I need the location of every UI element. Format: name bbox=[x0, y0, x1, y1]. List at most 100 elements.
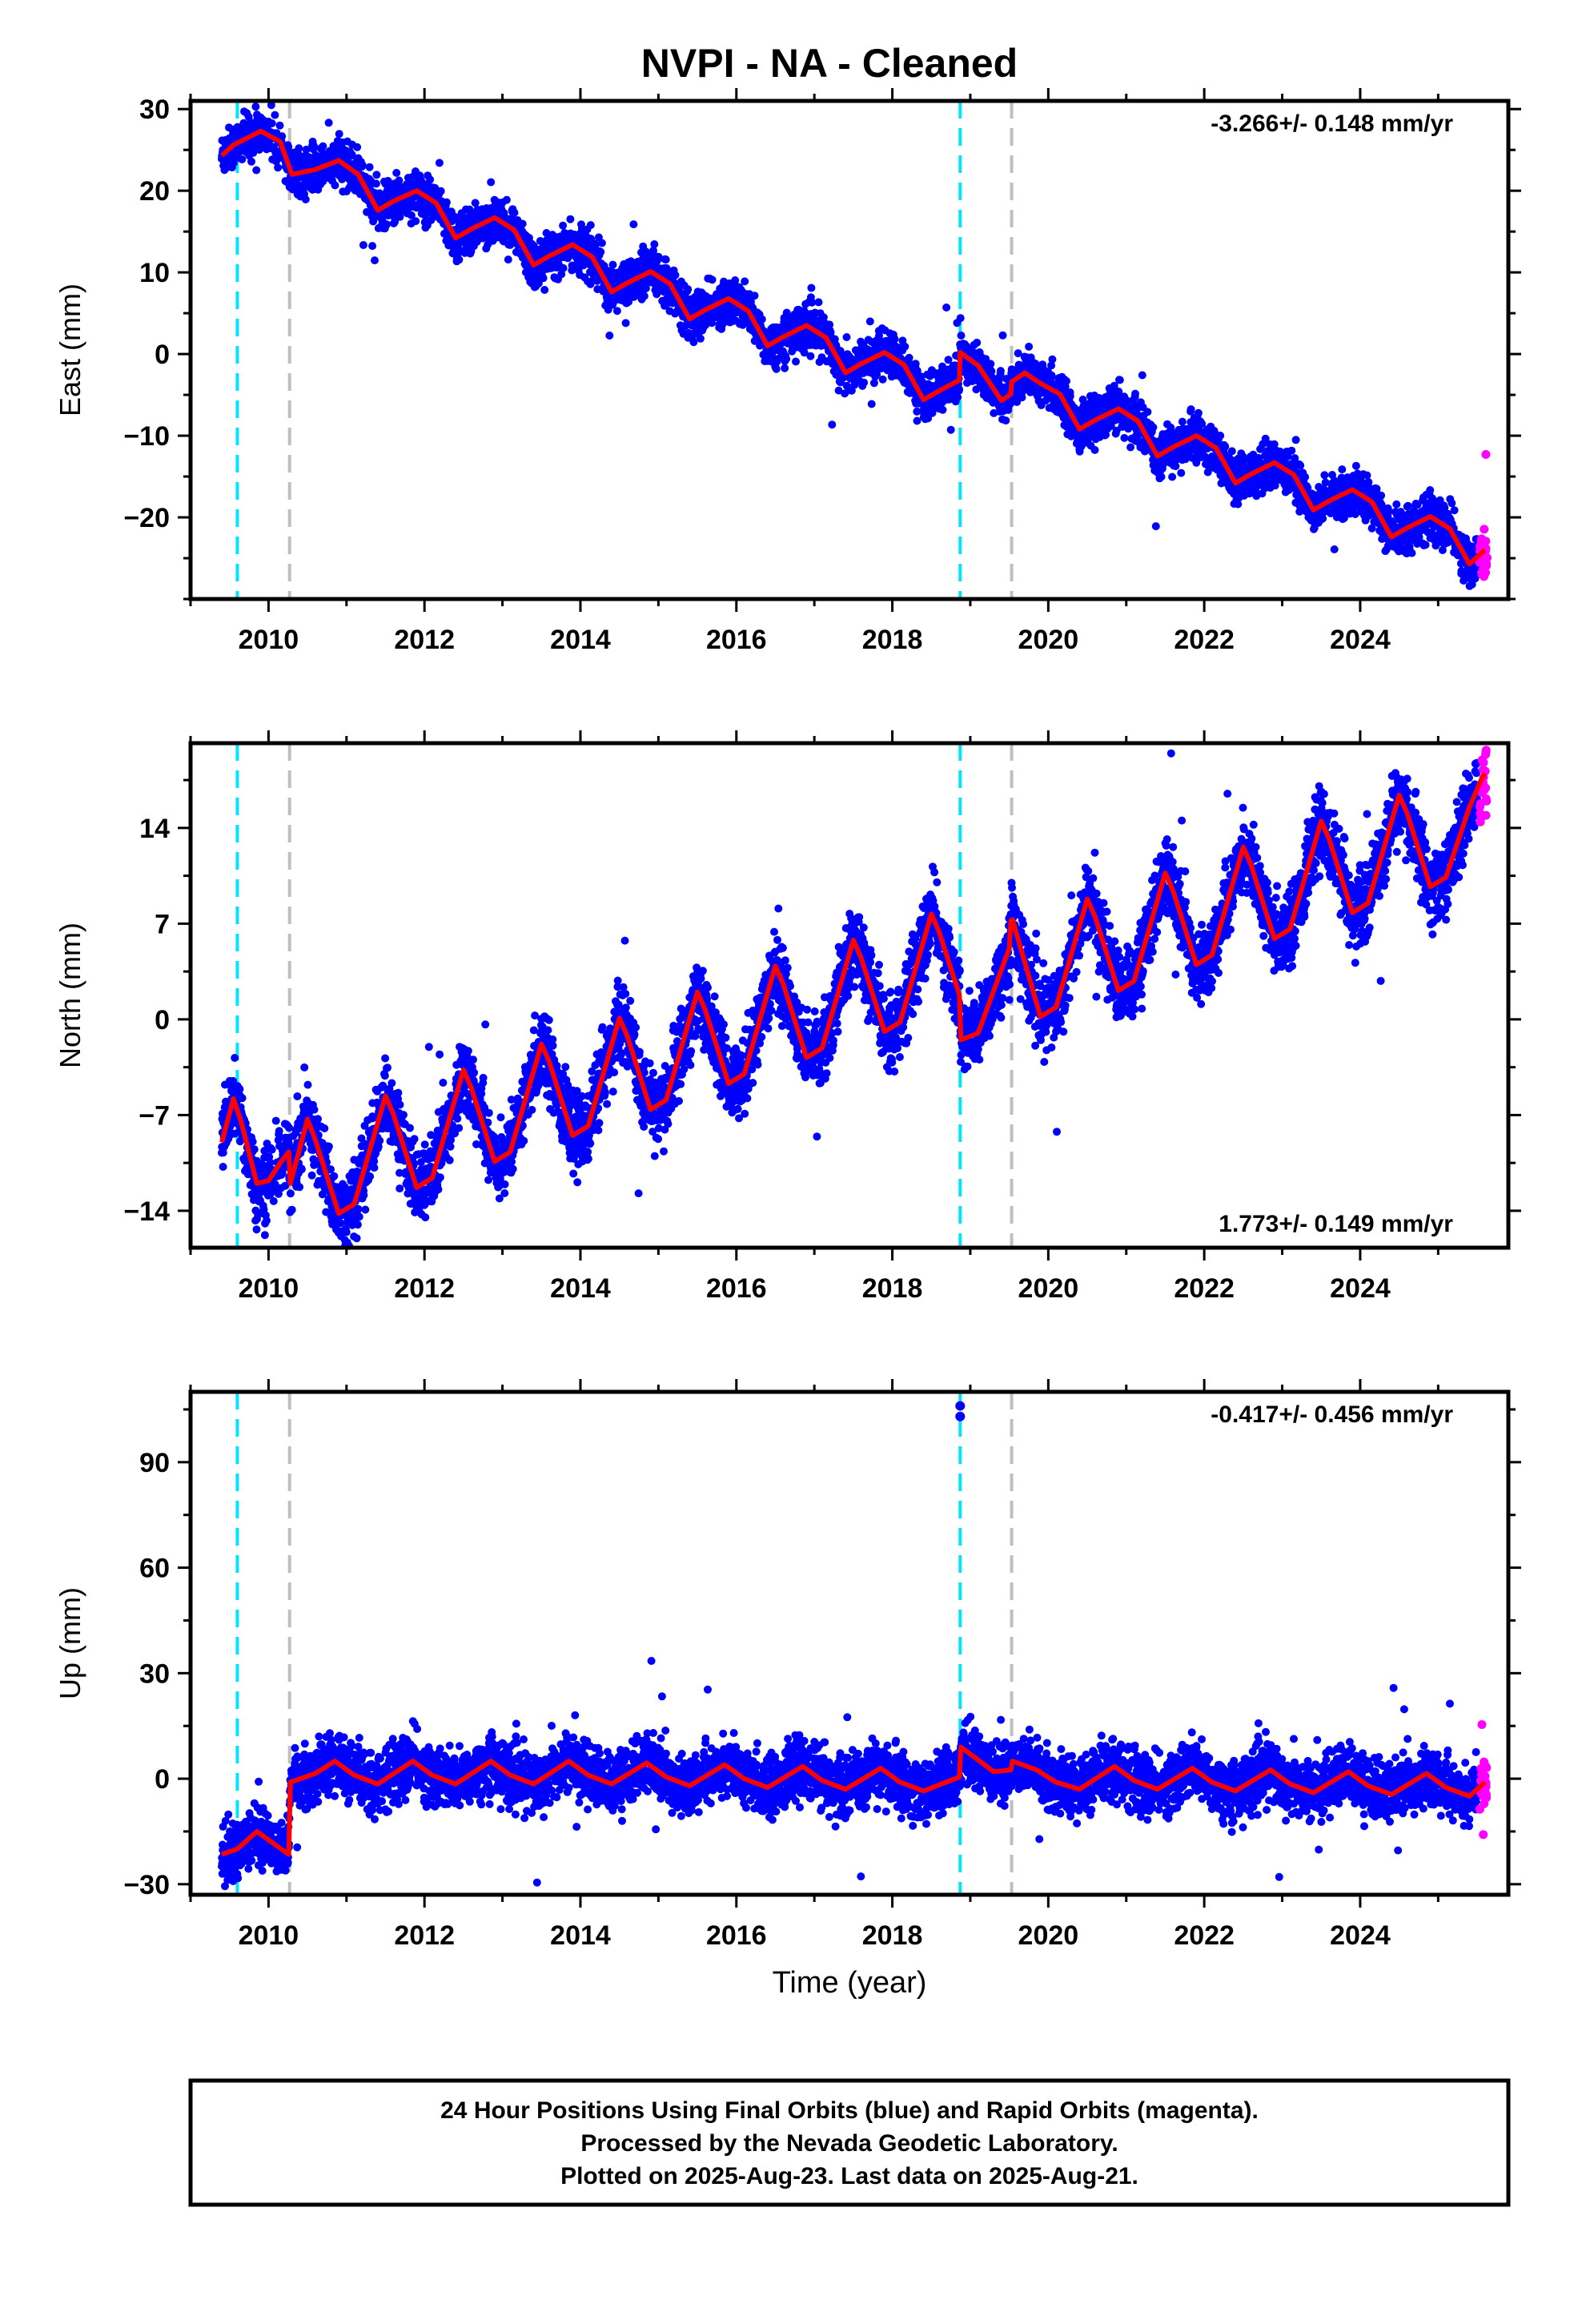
data-point bbox=[251, 103, 260, 111]
data-point bbox=[1120, 433, 1129, 442]
data-point bbox=[731, 276, 740, 284]
data-point bbox=[608, 260, 617, 269]
data-point bbox=[331, 181, 339, 190]
data-point bbox=[911, 360, 920, 368]
data-point bbox=[987, 367, 996, 376]
data-point bbox=[901, 342, 909, 351]
data-point bbox=[597, 239, 606, 247]
data-point bbox=[996, 367, 1005, 376]
data-point bbox=[955, 385, 964, 394]
data-point bbox=[814, 298, 823, 307]
data-point bbox=[878, 375, 887, 384]
data-point bbox=[1287, 446, 1296, 455]
data-point bbox=[596, 247, 605, 256]
data-point bbox=[1221, 442, 1230, 451]
data-point bbox=[301, 195, 310, 203]
data-point bbox=[842, 333, 851, 341]
data-point bbox=[359, 241, 367, 249]
data-point bbox=[1151, 522, 1160, 531]
data-point bbox=[860, 378, 869, 387]
data-point bbox=[365, 163, 374, 171]
data-point bbox=[1002, 416, 1010, 425]
data-point bbox=[471, 199, 480, 207]
data-point bbox=[1131, 389, 1139, 398]
data-point bbox=[278, 132, 287, 141]
data-point bbox=[347, 151, 356, 159]
data-point bbox=[605, 332, 614, 340]
data-point bbox=[1138, 371, 1146, 380]
data-point bbox=[1149, 423, 1158, 432]
data-point bbox=[1227, 447, 1236, 456]
data-point bbox=[708, 275, 717, 284]
data-point bbox=[391, 218, 400, 226]
data-point bbox=[1157, 472, 1166, 481]
data-point bbox=[956, 314, 965, 323]
data-point bbox=[1066, 392, 1074, 400]
data-point bbox=[671, 271, 680, 279]
data-point bbox=[586, 221, 595, 230]
data-point bbox=[865, 317, 874, 326]
data-point bbox=[650, 240, 659, 248]
data-point bbox=[540, 286, 549, 294]
data-point bbox=[696, 334, 705, 343]
data-point bbox=[792, 357, 800, 366]
data-point bbox=[1047, 372, 1056, 381]
data-point bbox=[324, 119, 333, 127]
data-point bbox=[442, 198, 451, 207]
data-point bbox=[435, 159, 444, 167]
data-point bbox=[684, 285, 693, 294]
data-point bbox=[238, 155, 247, 163]
data-point bbox=[782, 355, 791, 364]
data-point bbox=[310, 142, 318, 151]
data-point bbox=[252, 166, 261, 175]
data-point bbox=[612, 307, 621, 316]
data-point bbox=[986, 360, 995, 368]
data-point bbox=[1178, 417, 1186, 426]
data-point bbox=[371, 179, 380, 188]
data-point bbox=[661, 255, 670, 264]
data-point bbox=[890, 335, 899, 344]
data-point bbox=[358, 160, 367, 169]
data-point bbox=[629, 220, 638, 229]
data-point bbox=[368, 242, 377, 251]
data-point bbox=[772, 364, 781, 373]
data-point bbox=[284, 143, 293, 151]
east-panel: 2010 2012 2014 2016 2018 2020 2022 20243020100−… bbox=[54, 88, 1521, 655]
data-point bbox=[1168, 472, 1177, 481]
data-point bbox=[412, 217, 420, 226]
data-point bbox=[267, 101, 275, 110]
data-point bbox=[504, 255, 512, 264]
data-point bbox=[510, 208, 519, 217]
data-point bbox=[1062, 376, 1070, 385]
data-point bbox=[741, 277, 749, 286]
data-point bbox=[957, 332, 966, 340]
data-point bbox=[319, 142, 327, 151]
data-point bbox=[455, 255, 464, 264]
data-point bbox=[487, 178, 496, 187]
data-point bbox=[395, 176, 404, 185]
data-point bbox=[407, 211, 416, 219]
data-point bbox=[828, 420, 837, 429]
data-point bbox=[689, 338, 698, 347]
data-point bbox=[826, 328, 835, 336]
data-point bbox=[302, 145, 311, 154]
data-point bbox=[372, 171, 381, 179]
chart-title: NVPI - NA - Cleaned bbox=[641, 41, 1018, 86]
data-point bbox=[1186, 405, 1195, 414]
data-point bbox=[938, 405, 947, 414]
data-point bbox=[1291, 436, 1300, 444]
data-point bbox=[539, 274, 548, 283]
data-point bbox=[273, 154, 282, 163]
data-point bbox=[559, 263, 568, 272]
data-point bbox=[640, 292, 648, 300]
data-point bbox=[750, 292, 759, 300]
data-point bbox=[621, 319, 630, 328]
data-point bbox=[1216, 432, 1225, 440]
data-point bbox=[1177, 468, 1186, 477]
data-point bbox=[383, 220, 391, 229]
data-point bbox=[867, 400, 876, 408]
data-point bbox=[566, 215, 575, 223]
data-point bbox=[271, 111, 279, 119]
data-point bbox=[267, 119, 276, 127]
data-point bbox=[1090, 445, 1099, 454]
